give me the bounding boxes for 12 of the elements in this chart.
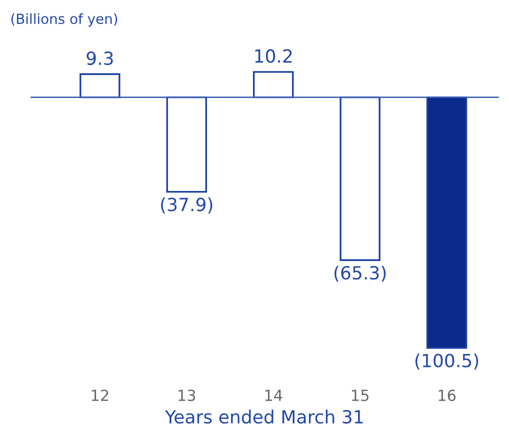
data-label: 10.2: [255, 49, 292, 63]
x-tick-label: 14: [265, 390, 282, 401]
data-label: (65.3): [334, 266, 386, 282]
data-label: (100.5): [415, 353, 478, 370]
x-tick-label: 16: [438, 390, 456, 402]
x-tick-label: 13: [178, 390, 196, 402]
data-label: (37.9): [161, 197, 212, 214]
x-axis-title: Years ended March 31: [164, 410, 363, 424]
data-label: 9.3: [86, 51, 113, 66]
x-tick-label: 12: [92, 390, 108, 401]
y-axis-title: (Billions of yen): [11, 13, 118, 27]
x-tick-label: 15: [352, 390, 368, 402]
